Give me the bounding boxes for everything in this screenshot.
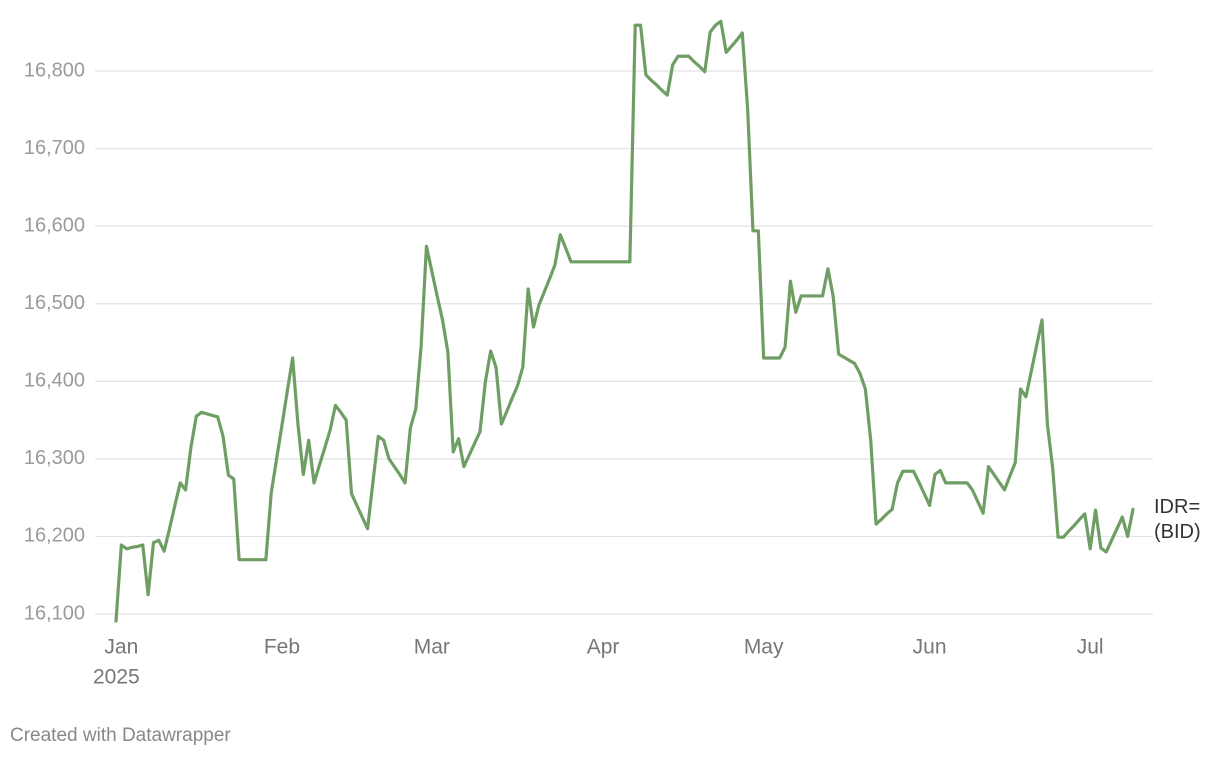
y-tick-label: 16,600 <box>24 214 85 236</box>
y-tick-label: 16,700 <box>24 137 85 159</box>
y-tick-label: 16,300 <box>24 447 85 469</box>
x-year-label: 2025 <box>93 666 140 689</box>
x-tick-label: Apr <box>587 636 620 659</box>
x-tick-label: Feb <box>264 636 300 659</box>
y-tick-label: 16,100 <box>24 602 85 624</box>
x-tick-label: Jul <box>1077 636 1104 659</box>
x-tick-label: May <box>744 636 784 659</box>
y-tick-label: 16,800 <box>24 59 85 81</box>
y-tick-label: 16,400 <box>24 370 85 392</box>
y-tick-label: 16,500 <box>24 292 85 314</box>
x-tick-label: Mar <box>414 636 450 659</box>
credit: Created with Datawrapper <box>10 725 231 746</box>
x-tick-label: Jun <box>913 636 947 659</box>
line <box>114 19 1135 623</box>
y-tick-label: 16,200 <box>24 525 85 547</box>
x-tick-label: Jan <box>104 636 138 659</box>
series-label: IDR= (BID) <box>1154 496 1201 543</box>
